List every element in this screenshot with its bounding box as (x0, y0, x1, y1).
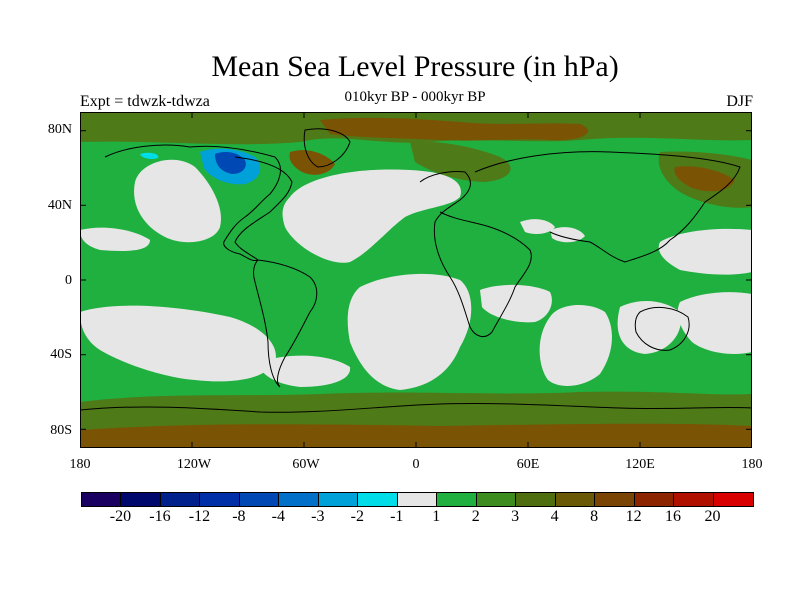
colorbar-label: -3 (311, 508, 325, 525)
coastlines (80, 128, 752, 413)
pressure-map (80, 112, 752, 448)
colorbar-cell (279, 493, 319, 506)
high-arctic (320, 117, 589, 141)
lat-label-80n: 80N (47, 122, 72, 137)
colorbar-cell (674, 493, 714, 506)
colorbar-label: 2 (471, 508, 480, 525)
colorbar-label: 12 (625, 508, 642, 525)
colorbar (81, 492, 754, 507)
colorbar-cell (555, 493, 596, 506)
chart-subtitle: 010kyr BP - 000kyr BP (344, 89, 486, 105)
season-label: DJF (726, 93, 753, 110)
neutral-australia (617, 300, 681, 354)
coast-australia (634, 306, 690, 351)
lat-ticks (80, 130, 752, 430)
colorbar-cell (713, 493, 753, 506)
colorbar-cell (239, 493, 280, 506)
high-central-asia (674, 166, 735, 192)
lat-label-40n: 40N (47, 198, 72, 213)
colorbar-cell (516, 493, 556, 506)
colorbar-cell (437, 493, 477, 506)
lon-label-60e: 60E (516, 457, 540, 472)
high-positive-regions (80, 117, 752, 448)
colorbar-label: 20 (704, 508, 721, 525)
colorbar-cell (200, 493, 240, 506)
lon-label-0: 0 (412, 457, 420, 472)
neutral-indian-ocean (539, 305, 612, 386)
lon-label-120e: 120E (625, 457, 655, 472)
neutral-east-pacific (80, 227, 150, 251)
neutral-south-atlantic (347, 273, 472, 390)
colorbar-label: 8 (590, 508, 599, 525)
neutral-north-pacific (134, 159, 221, 243)
coast-antarctica (80, 402, 752, 413)
colorbar-label: 1 (432, 508, 441, 525)
colorbar-cell (82, 493, 122, 506)
lon-label-60w: 60W (292, 457, 320, 472)
lat-label-40s: 40S (50, 347, 72, 362)
colorbar-label: -16 (149, 508, 171, 525)
colorbar-label: -12 (188, 508, 211, 525)
neutral-south-pacific (80, 305, 276, 382)
lat-label-0: 0 (65, 273, 72, 288)
neutral-gulf (550, 227, 585, 243)
colorbar-cell (358, 493, 398, 506)
colorbar-label: 4 (550, 508, 559, 525)
neutral-south-indian (480, 284, 552, 323)
colorbar-cell (595, 493, 635, 506)
coast-north-america (104, 144, 293, 261)
colorbar-label: 3 (511, 508, 520, 525)
coast-europe-africa (419, 171, 532, 338)
colorbar-cell (318, 493, 359, 506)
colorbar-label: 16 (665, 508, 682, 525)
chart-title: Mean Sea Level Pressure (in hPa) (211, 50, 619, 83)
colorbar-label: -8 (232, 508, 246, 525)
neutral-south-central-pacific (259, 355, 351, 387)
colorbar-cell (160, 493, 201, 506)
neutral-west-pacific (677, 292, 752, 354)
neutral-tropical-pacific (658, 228, 752, 275)
colorbar-label: -2 (350, 508, 364, 525)
experiment-label: Expt = tdwzk-tdwza (80, 93, 210, 110)
colorbar-label: -4 (271, 508, 285, 525)
neutral-north-atlantic (282, 169, 461, 263)
coast-greenland (303, 128, 351, 168)
colorbar-cell (397, 493, 438, 506)
lon-label-180w: 180 (69, 457, 91, 472)
lat-label-80s: 80S (50, 423, 72, 438)
colorbar-label: -20 (109, 508, 132, 525)
negative-patch (140, 152, 159, 159)
high-antarctic (80, 423, 752, 448)
lon-label-180e: 180 (741, 457, 763, 472)
colorbar-cell (476, 493, 517, 506)
neutral-sea-patch (520, 219, 555, 235)
lon-label-120w: 120W (176, 457, 212, 472)
neutral-regions (80, 159, 752, 390)
colorbar-cell (121, 493, 161, 506)
lon-ticks (191, 112, 641, 448)
mid-siberia (410, 141, 511, 182)
colorbar-label: -1 (390, 508, 404, 525)
coast-asia (474, 151, 741, 263)
colorbar-cell (634, 493, 675, 506)
coast-south-america (253, 259, 318, 388)
